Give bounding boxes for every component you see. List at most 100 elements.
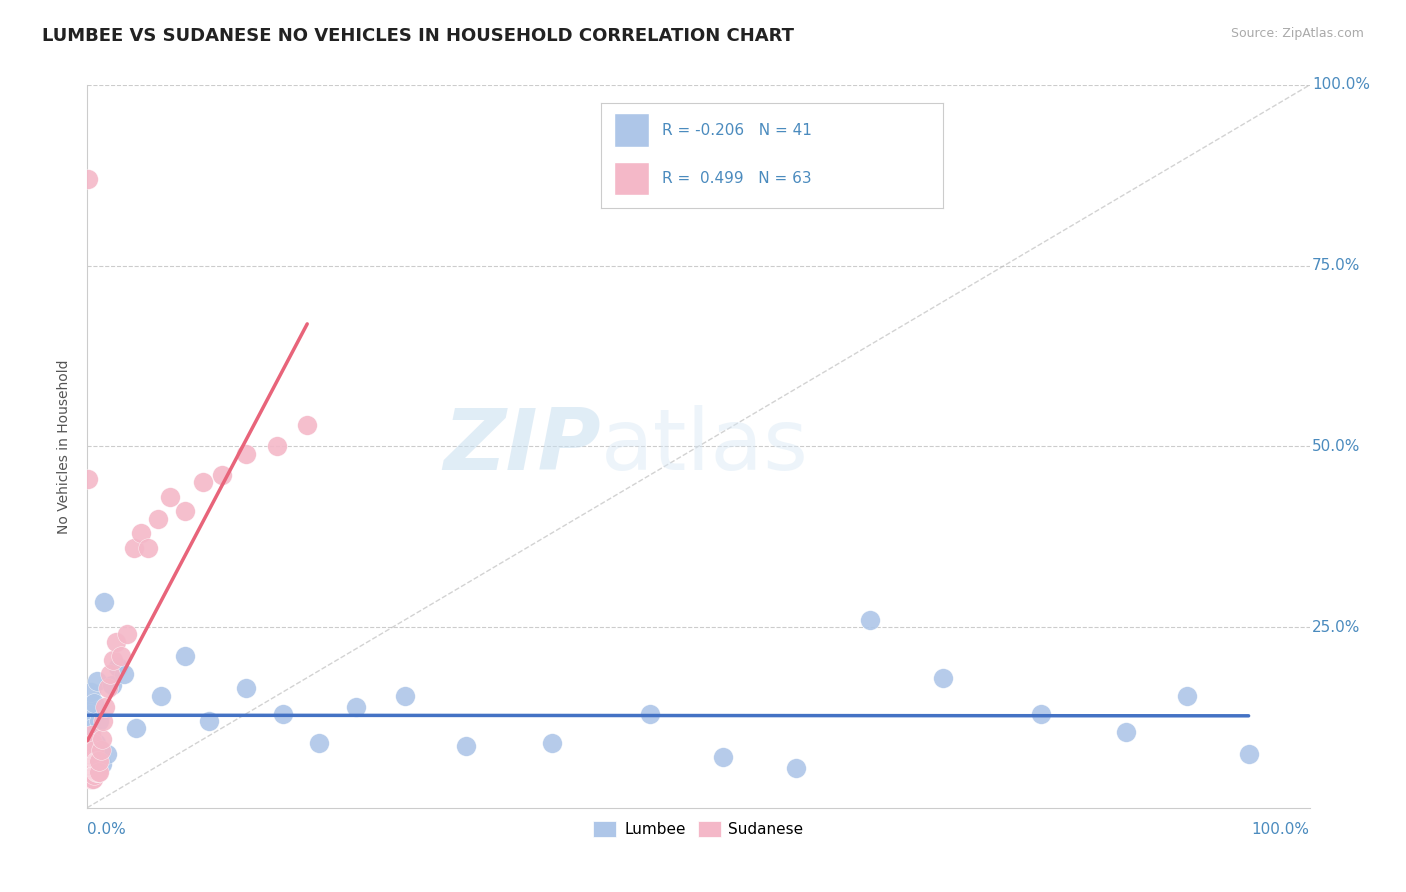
Point [97,681,120,696]
Point [76,757,98,772]
Point [90,743,112,757]
Point [235,446,257,460]
Point [83,696,105,710]
Legend: Lumbee, Sudanese: Lumbee, Sudanese [588,815,810,844]
Point [77,757,100,772]
Point [1237,747,1260,761]
Point [77,754,100,768]
Point [94,699,117,714]
Point [82,764,104,779]
Point [83,768,105,782]
Text: 100.0%: 100.0% [1312,78,1371,93]
Text: 25.0%: 25.0% [1312,620,1361,634]
Point [858,613,880,627]
Point [96,747,118,761]
Point [79,739,101,754]
Point [79,706,101,721]
Point [785,761,807,775]
Point [110,648,132,663]
Point [86,764,108,779]
Point [80,750,103,764]
Point [540,736,562,750]
Point [77,699,100,714]
Point [125,721,148,735]
Point [271,706,294,721]
Point [89,754,111,768]
Point [174,504,197,518]
Point [83,743,105,757]
Point [394,689,416,703]
Point [80,721,103,735]
Point [129,526,152,541]
Text: Source: ZipAtlas.com: Source: ZipAtlas.com [1230,27,1364,40]
Point [198,714,221,728]
Point [149,689,172,703]
Point [105,634,128,648]
Point [87,750,110,764]
Point [711,750,734,764]
Point [82,736,104,750]
Point [79,772,101,786]
Point [84,754,107,768]
Point [90,732,112,747]
Point [107,660,129,674]
Point [77,754,100,768]
Point [266,439,288,453]
Point [1115,724,1137,739]
Point [87,754,110,768]
Point [84,764,107,779]
Text: 50.0%: 50.0% [1312,439,1361,454]
Point [932,671,955,685]
Point [100,678,122,692]
Point [86,754,108,768]
Text: 0.0%: 0.0% [87,822,127,838]
Point [146,511,169,525]
Point [77,743,100,757]
Point [76,472,98,486]
Point [112,667,135,681]
Point [308,736,330,750]
Point [80,747,103,761]
Point [80,743,103,757]
Y-axis label: No Vehicles in Household: No Vehicles in Household [58,359,72,533]
Point [77,768,100,782]
Point [93,595,115,609]
Point [90,757,112,772]
Point [89,764,111,779]
Point [101,652,124,666]
Point [82,747,104,761]
Point [76,717,98,731]
Point [77,750,100,764]
Point [79,729,101,743]
Point [638,706,661,721]
Point [91,714,114,728]
Point [193,475,215,490]
Point [77,768,100,782]
Point [86,674,108,689]
Point [82,757,104,772]
Point [82,757,104,772]
Point [77,761,100,775]
Point [100,667,122,681]
Point [80,739,103,754]
Point [84,736,107,750]
Point [80,772,103,786]
Point [235,681,257,696]
Point [80,772,103,786]
Point [1177,689,1199,703]
Point [1029,706,1052,721]
Point [87,764,110,779]
Point [77,750,100,764]
Point [77,739,100,754]
Point [159,490,181,504]
Point [80,685,103,699]
Point [77,172,100,186]
Point [76,747,98,761]
Text: ZIP: ZIP [443,405,600,488]
Point [79,750,101,764]
Point [117,627,139,641]
Point [79,764,101,779]
Text: LUMBEE VS SUDANESE NO VEHICLES IN HOUSEHOLD CORRELATION CHART: LUMBEE VS SUDANESE NO VEHICLES IN HOUSEH… [42,27,794,45]
Text: atlas: atlas [600,405,808,488]
Point [80,757,103,772]
